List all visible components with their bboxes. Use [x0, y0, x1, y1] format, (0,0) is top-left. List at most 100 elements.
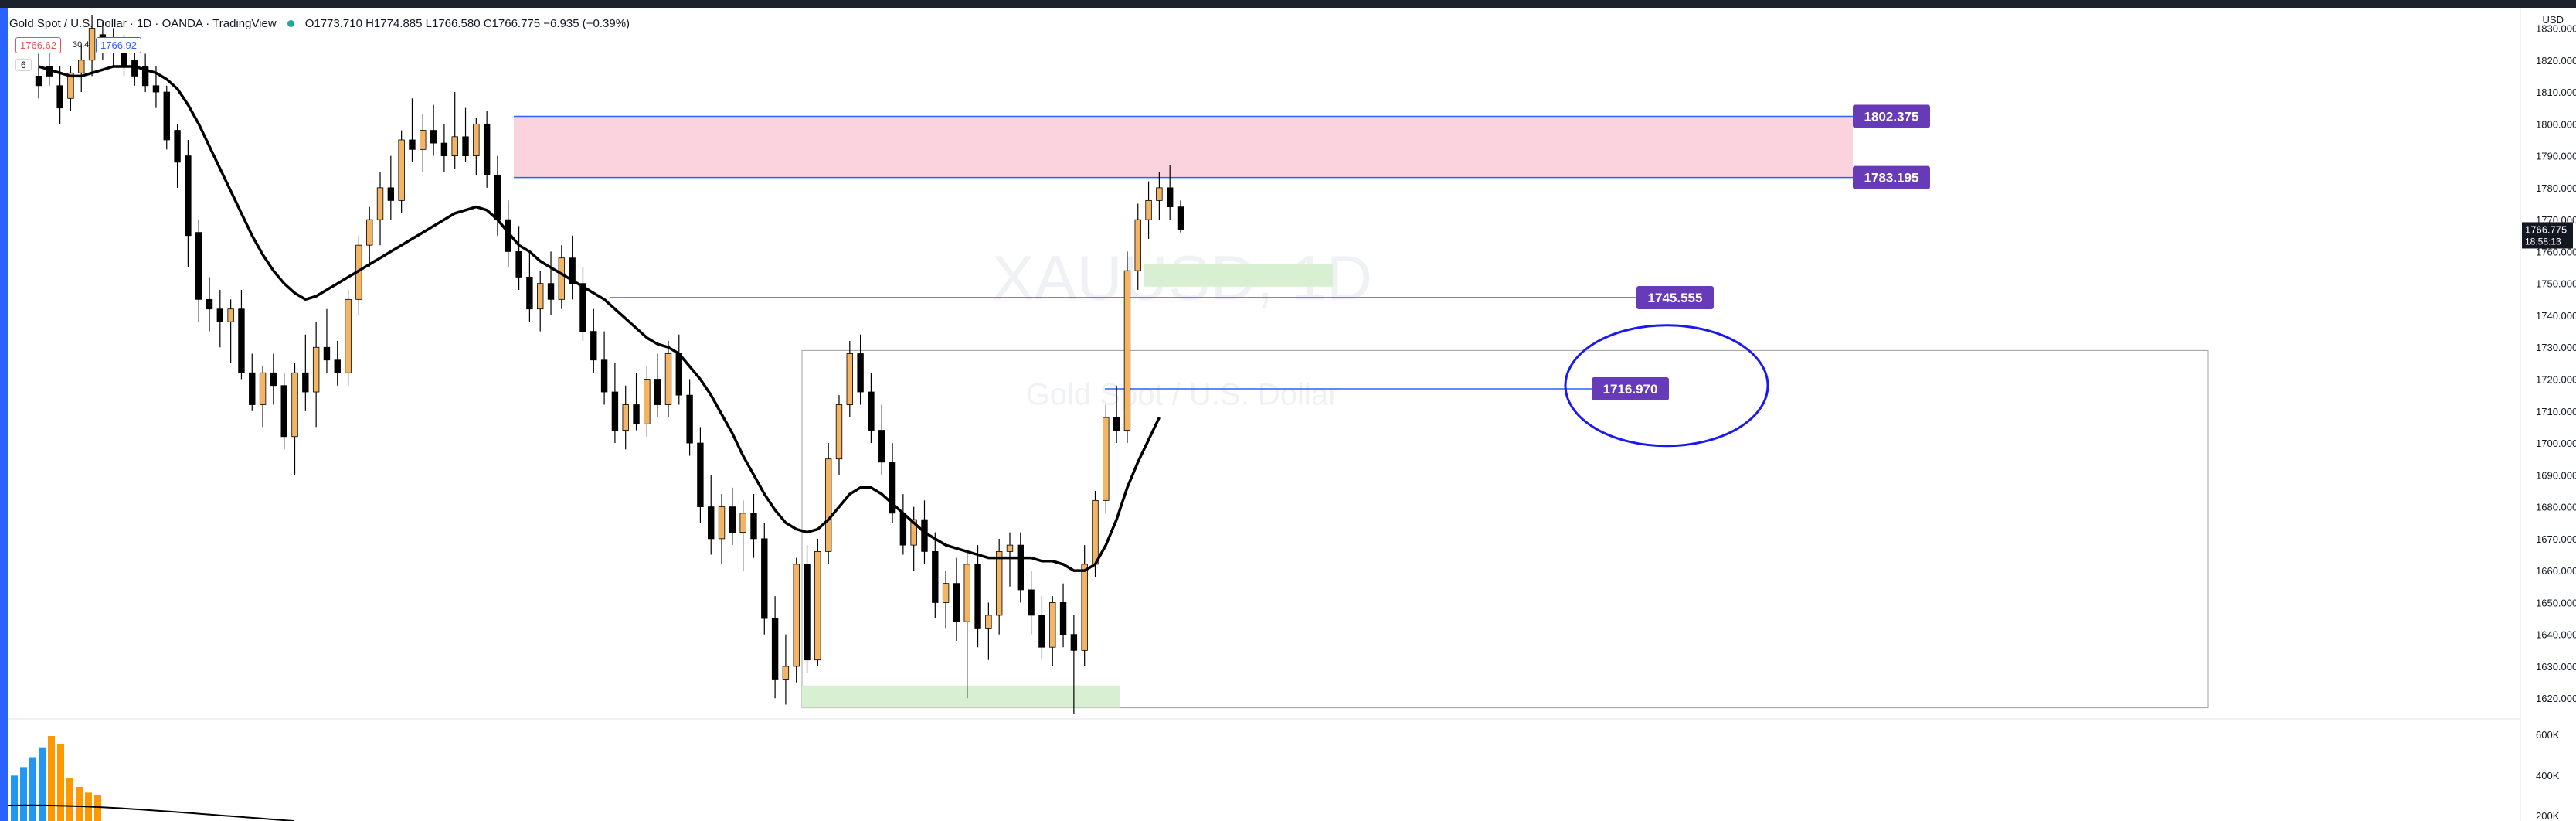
- candle: [1049, 596, 1056, 666]
- candle-down-body: [547, 283, 555, 300]
- candle-down-body: [152, 85, 160, 93]
- candle: [708, 475, 715, 555]
- candle-up-body: [366, 219, 373, 246]
- candle: [558, 245, 566, 309]
- volume-bar: [39, 747, 46, 821]
- candle-up-body: [1049, 602, 1056, 648]
- candle: [1103, 404, 1110, 513]
- candle: [910, 506, 917, 571]
- candle: [526, 251, 533, 322]
- candle: [280, 373, 287, 450]
- level-label: 1716.970: [1592, 377, 1669, 401]
- volume-bar: [48, 736, 55, 821]
- candle-up-body: [291, 372, 298, 438]
- volume-bar: [29, 757, 36, 821]
- candle: [259, 366, 267, 428]
- candle: [376, 172, 384, 246]
- candle-down-body: [1113, 417, 1120, 431]
- candle: [430, 104, 437, 156]
- candle-down-body: [921, 519, 928, 552]
- candle-down-body: [654, 379, 661, 405]
- sell-price-badge[interactable]: 1766.62: [15, 37, 61, 53]
- last-price-tag-bg: [2522, 222, 2573, 249]
- price-tick-label: 1800.000: [2536, 118, 2576, 130]
- candle: [1017, 532, 1025, 603]
- candle-down-body: [1028, 589, 1035, 616]
- candle: [56, 66, 63, 124]
- price-tick-label: 1780.000: [2536, 182, 2576, 194]
- candle: [227, 299, 234, 363]
- candle-down-body: [270, 372, 277, 387]
- candle: [366, 206, 373, 268]
- candle-up-body: [1134, 219, 1141, 271]
- candle-up-body: [664, 353, 672, 405]
- candle: [345, 289, 352, 386]
- candle: [750, 494, 757, 558]
- price-tick-label: 1790.000: [2536, 151, 2576, 162]
- candle-down-body: [216, 308, 224, 322]
- symbol-title[interactable]: Gold Spot / U.S. Dollar · 1D · OANDA · T…: [9, 16, 277, 30]
- last-price-value: 1766.775: [2525, 223, 2567, 235]
- candle-up-body: [67, 72, 74, 99]
- candle-down-body: [708, 506, 715, 540]
- candle: [633, 373, 640, 431]
- candle-down-body: [761, 538, 768, 619]
- candle: [78, 44, 85, 93]
- candle: [942, 571, 950, 629]
- price-tick-label: 1700.000: [2536, 438, 2576, 449]
- candle-up-body: [1123, 270, 1131, 431]
- price-tick-label: 1620.000: [2536, 693, 2576, 704]
- spread-value: 30.4: [73, 40, 90, 49]
- candle-down-body: [280, 385, 287, 438]
- candle: [569, 235, 576, 300]
- candle-down-body: [249, 372, 256, 405]
- candle: [302, 334, 309, 411]
- candle: [739, 500, 746, 571]
- candle: [686, 379, 693, 456]
- candle-down-body: [1038, 615, 1045, 648]
- candle: [473, 118, 480, 175]
- candle: [793, 557, 800, 683]
- moving-average-line: [38, 65, 1161, 572]
- candle-up-body: [622, 404, 629, 431]
- candle: [1059, 583, 1067, 648]
- price-axis: [2520, 8, 2576, 821]
- candle: [1166, 165, 1174, 220]
- candle: [1081, 545, 1088, 666]
- candle-down-body: [600, 359, 608, 393]
- candle: [1177, 200, 1184, 233]
- candle: [163, 85, 170, 150]
- level-label: 1802.375: [1853, 104, 1930, 128]
- left-edge-bar: [0, 8, 8, 821]
- candle-down-body: [334, 359, 341, 373]
- candle: [216, 289, 224, 348]
- candle: [1145, 181, 1152, 239]
- candle-down-body: [750, 513, 757, 540]
- candle: [600, 331, 608, 405]
- candle: [846, 340, 853, 418]
- candle-down-body: [323, 346, 331, 361]
- volume-tick-label: 200K: [2536, 810, 2560, 821]
- candle-down-body: [515, 251, 522, 278]
- price-tick-label: 1640.000: [2536, 629, 2576, 641]
- candle: [835, 395, 843, 475]
- buy-price-badge[interactable]: 1766.92: [96, 37, 141, 53]
- candle: [249, 353, 256, 411]
- candle: [1113, 385, 1120, 444]
- candle: [1134, 203, 1141, 290]
- candle: [675, 334, 682, 405]
- candle: [729, 487, 736, 546]
- currency-selector[interactable]: USD: [2542, 14, 2564, 26]
- candle: [644, 366, 651, 437]
- volume-bar: [94, 795, 101, 821]
- candle: [868, 373, 875, 444]
- candle: [462, 107, 469, 162]
- volume-bar: [11, 775, 18, 821]
- top-toolbar[interactable]: [0, 0, 2576, 8]
- indicators-toggle[interactable]: 6: [15, 59, 32, 71]
- candle-down-body: [1017, 544, 1025, 591]
- level-label-bg: [1853, 104, 1930, 128]
- candle: [141, 53, 149, 93]
- candle-down-body: [1070, 634, 1078, 651]
